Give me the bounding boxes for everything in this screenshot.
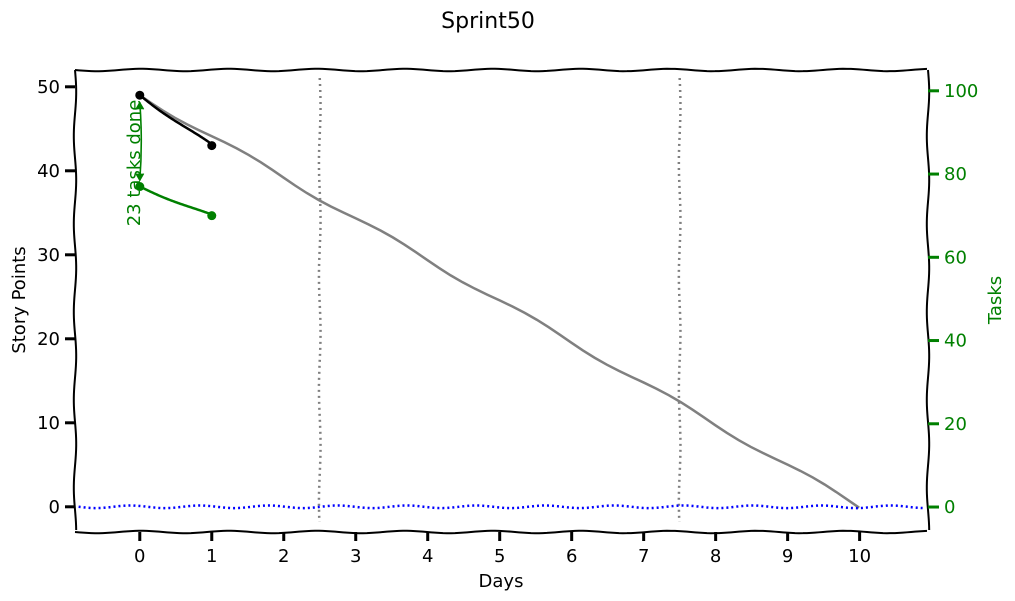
y2-tick-label-100: 100 [944,81,978,102]
y-tick-label-0: 0 [49,497,60,518]
x-tick-label-5: 5 [494,546,505,567]
vline-0 [317,77,322,523]
frame-right [925,69,931,531]
ideal-line [139,94,860,509]
x-tick-label-8: 8 [710,546,721,567]
x-tick-label-7: 7 [638,546,649,567]
tasks_remaining-line [139,185,213,216]
y-tick-label-40: 40 [37,161,60,182]
frame-bottom [74,529,928,535]
y2-tick-label-20: 20 [944,414,967,435]
sprint-vlines [317,77,682,523]
y-tick-label-20: 20 [37,329,60,350]
y2-tick-label-0: 0 [944,497,955,518]
x-tick-label-6: 6 [566,546,577,567]
annotation-label: 23 tasks done [124,100,145,227]
frame-left [72,69,78,531]
y2-axis-label: Tasks [985,276,1006,325]
x-tick-label-1: 1 [206,546,217,567]
story_points_remaining-point-0 [135,90,145,100]
story_points_remaining-line [138,94,214,146]
x-tick-label-4: 4 [422,546,433,567]
y-axis-ticks: 0 10 20 30 40 50 [37,77,75,518]
story_points_remaining-point-1 [207,141,217,151]
chart-title: Sprint50 [441,9,535,34]
annotation-arrowhead-top [135,101,145,110]
vline-1 [677,77,682,523]
annotation-group [135,101,145,182]
y-tick-label-30: 30 [37,245,60,266]
x-axis-label: Days [479,571,524,592]
plot-frame [72,67,931,535]
y2-tick-label-40: 40 [944,331,967,352]
x-tick-label-2: 2 [278,546,289,567]
y-tick-label-50: 50 [37,77,60,98]
annotation-arrowhead-bottom [135,173,145,182]
y2-tick-label-60: 60 [944,247,967,268]
annotation-arrow-line [138,102,143,181]
zero-baseline [78,504,923,510]
frame-top [74,67,928,73]
x-tick-label-9: 9 [782,546,793,567]
y-tick-label-10: 10 [37,413,60,434]
x-tick-label-0: 0 [134,546,145,567]
y2-axis-ticks: 0 20 40 60 80 100 [928,81,978,518]
x-tick-label-10: 10 [848,546,871,567]
x-tick-label-3: 3 [350,546,361,567]
y2-tick-label-80: 80 [944,164,967,185]
series-group [78,90,923,510]
tasks_remaining-point-1 [207,211,217,221]
y-axis-label: Story Points [9,246,30,353]
tasks_remaining-point-0 [135,182,145,192]
x-axis-ticks: 0 1 2 3 4 5 6 7 8 9 10 [134,532,871,567]
